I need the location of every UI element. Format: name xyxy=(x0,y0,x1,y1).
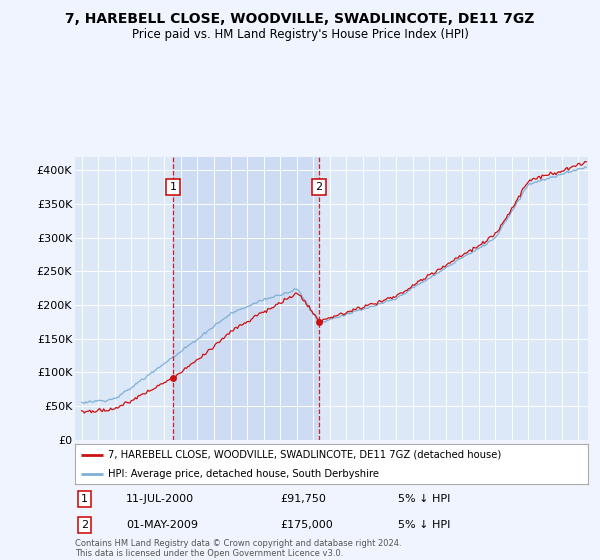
Text: 5% ↓ HPI: 5% ↓ HPI xyxy=(398,520,451,530)
Text: 1: 1 xyxy=(170,182,176,192)
Bar xyxy=(173,157,319,440)
Text: 7, HAREBELL CLOSE, WOODVILLE, SWADLINCOTE, DE11 7GZ (detached house): 7, HAREBELL CLOSE, WOODVILLE, SWADLINCOT… xyxy=(109,450,502,460)
Text: £91,750: £91,750 xyxy=(280,494,326,504)
Text: 5% ↓ HPI: 5% ↓ HPI xyxy=(398,494,451,504)
Text: 2: 2 xyxy=(315,182,322,192)
Text: 2: 2 xyxy=(80,520,88,530)
Text: 7, HAREBELL CLOSE, WOODVILLE, SWADLINCOTE, DE11 7GZ: 7, HAREBELL CLOSE, WOODVILLE, SWADLINCOT… xyxy=(65,12,535,26)
Text: 1: 1 xyxy=(81,494,88,504)
Text: 11-JUL-2000: 11-JUL-2000 xyxy=(127,494,194,504)
Text: Price paid vs. HM Land Registry's House Price Index (HPI): Price paid vs. HM Land Registry's House … xyxy=(131,28,469,41)
Text: £175,000: £175,000 xyxy=(280,520,333,530)
Text: HPI: Average price, detached house, South Derbyshire: HPI: Average price, detached house, Sout… xyxy=(109,469,379,478)
Text: Contains HM Land Registry data © Crown copyright and database right 2024.
This d: Contains HM Land Registry data © Crown c… xyxy=(75,539,401,558)
Text: 01-MAY-2009: 01-MAY-2009 xyxy=(127,520,198,530)
